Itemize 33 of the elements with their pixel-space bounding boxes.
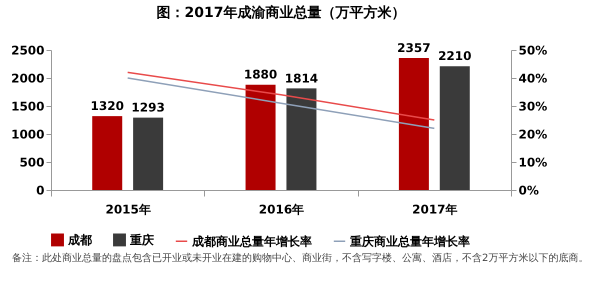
y2-tick-label: 30%: [518, 100, 548, 114]
data-label: 1293: [131, 100, 165, 115]
y-tick-label: 1000: [11, 128, 44, 142]
bar: [92, 116, 122, 190]
bar: [286, 88, 316, 190]
y2-tick-label: 50%: [518, 44, 548, 58]
data-label: 1814: [284, 71, 318, 86]
data-label: 1880: [244, 68, 278, 82]
y-tick-label: 2500: [11, 44, 44, 58]
chart-title: 图：2017年成渝商业总量（万平方米）: [156, 4, 406, 22]
y2-tick-label: 0%: [518, 184, 539, 198]
x-tick-label: 2016年: [258, 202, 304, 216]
legend-label: 成都商业总量年增长率: [191, 234, 312, 248]
bar: [440, 66, 470, 190]
y2-tick-label: 10%: [518, 156, 548, 170]
y2-tick-label: 40%: [518, 72, 548, 86]
y2-tick-label: 20%: [518, 128, 548, 142]
bar: [246, 84, 276, 190]
data-label: 1320: [90, 99, 124, 114]
y-tick-label: 0: [36, 184, 44, 198]
x-tick-label: 2017年: [412, 202, 458, 216]
data-label: 2210: [438, 49, 472, 64]
bar: [398, 58, 429, 190]
text: 备注：此处商业总量的盘点包含已开业或未开业在建的购物中心、商业街，不含写字楼、公寓、酒店，不含2万平方米以下的底商。: [12, 252, 590, 265]
legend-label: 重庆商业总量年增长率: [349, 234, 470, 248]
x-tick-label: 2015年: [105, 202, 151, 216]
legend-label: 重庆: [129, 232, 154, 247]
data-label: 2357: [397, 41, 431, 56]
y-tick-label: 2000: [11, 72, 44, 86]
y-tick-label: 1500: [11, 100, 44, 114]
y-tick-label: 500: [19, 156, 44, 170]
bar: [133, 118, 164, 190]
legend-label: 成都: [67, 232, 92, 247]
